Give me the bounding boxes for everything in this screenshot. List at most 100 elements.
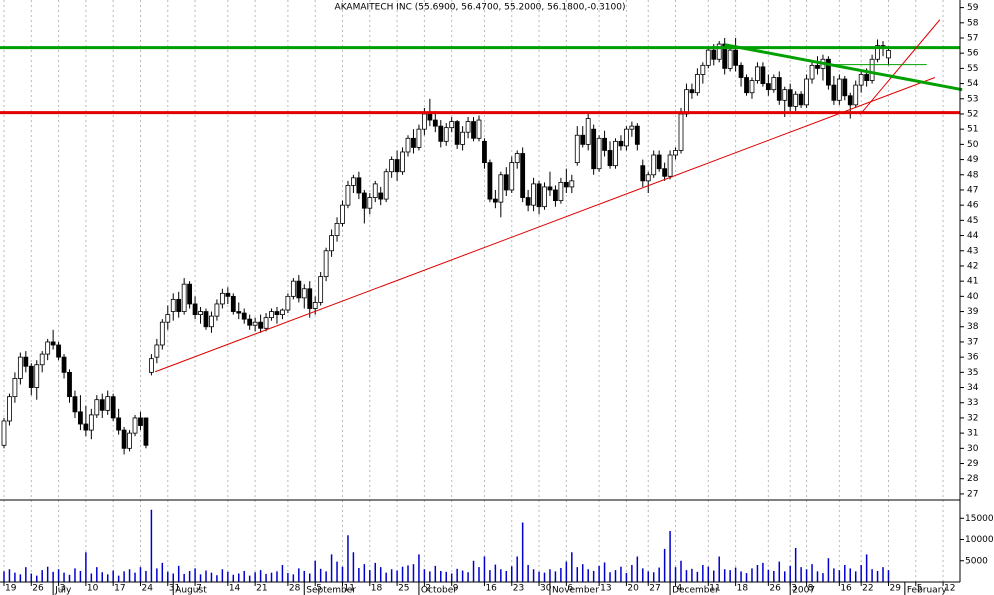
candle-body bbox=[351, 177, 356, 186]
x-tick-label: 29 bbox=[889, 584, 901, 594]
candle-body bbox=[645, 174, 651, 182]
candle-body bbox=[804, 78, 809, 106]
x-tick-label: 10 bbox=[87, 584, 99, 594]
candle-body bbox=[536, 183, 542, 208]
y-tick-label: 56 bbox=[967, 49, 979, 59]
x-tick-label: 6 bbox=[567, 584, 573, 594]
candle-body bbox=[214, 303, 220, 317]
candle-body bbox=[749, 80, 755, 94]
candle-body bbox=[618, 140, 624, 147]
candle-body bbox=[149, 358, 154, 373]
candle-body bbox=[192, 303, 198, 315]
y-tick-label: 33 bbox=[967, 398, 978, 408]
x-tick-label: 30 bbox=[540, 584, 552, 594]
candle-body bbox=[88, 414, 94, 431]
candle-body bbox=[487, 162, 493, 200]
candle-body bbox=[198, 311, 203, 315]
candle-body bbox=[815, 64, 820, 69]
y-tick-label: 27 bbox=[967, 489, 978, 499]
candle-body bbox=[771, 77, 777, 91]
y-tick-label: 48 bbox=[967, 170, 979, 180]
x-tick-label: 21 bbox=[256, 584, 267, 594]
y-tick-label: 51 bbox=[967, 125, 978, 135]
candle-body bbox=[421, 113, 427, 130]
x-tick-label: 14 bbox=[229, 584, 241, 594]
candle-body bbox=[121, 429, 127, 449]
candle-body bbox=[143, 417, 149, 446]
candle-body bbox=[809, 64, 815, 80]
candle-body bbox=[94, 399, 100, 416]
candle-body bbox=[165, 314, 171, 323]
candle-body bbox=[826, 58, 831, 86]
candle-body bbox=[542, 186, 547, 208]
candle-body bbox=[247, 318, 253, 326]
y-tick-label: 47 bbox=[967, 185, 978, 195]
candle-body bbox=[110, 396, 116, 419]
candle-body bbox=[716, 43, 722, 60]
x-tick-label: 22 bbox=[862, 584, 873, 594]
candle-body bbox=[312, 302, 318, 309]
candle-body bbox=[563, 181, 569, 188]
candle-body bbox=[755, 66, 760, 81]
candle-body bbox=[471, 121, 476, 139]
candle-body bbox=[99, 399, 105, 411]
candle-body bbox=[1, 420, 7, 446]
candle-body bbox=[367, 197, 373, 209]
candle-body bbox=[602, 137, 607, 151]
candle-body bbox=[17, 356, 23, 379]
x-tick-label: 4 bbox=[677, 584, 683, 594]
candle-body bbox=[61, 356, 67, 373]
candle-body bbox=[449, 121, 455, 129]
candle-body bbox=[514, 153, 520, 164]
candle-body bbox=[318, 276, 324, 303]
candle-body bbox=[176, 298, 182, 312]
x-tick-label: 16 bbox=[485, 584, 497, 594]
candle-body bbox=[7, 396, 12, 422]
candle-body bbox=[296, 280, 302, 299]
candle-body bbox=[383, 171, 389, 200]
candle-body bbox=[760, 66, 766, 84]
y-tick-label: 57 bbox=[967, 33, 978, 43]
candle-body bbox=[482, 140, 487, 164]
y2-tick-label: 10000 bbox=[965, 535, 994, 545]
candle-body bbox=[689, 89, 695, 94]
candle-body bbox=[116, 417, 122, 431]
candle-body bbox=[694, 74, 700, 94]
candle-body bbox=[836, 78, 842, 101]
candle-body bbox=[476, 119, 482, 139]
candle-body bbox=[624, 128, 629, 147]
candle-body bbox=[23, 356, 29, 367]
candle-body bbox=[591, 128, 597, 170]
candle-body bbox=[269, 311, 274, 319]
y-tick-label: 49 bbox=[967, 155, 979, 165]
candle-body bbox=[427, 113, 433, 121]
y-tick-label: 52 bbox=[967, 109, 978, 119]
candle-body bbox=[340, 204, 345, 224]
month-label: 2007 bbox=[792, 586, 815, 595]
x-tick-label: 19 bbox=[5, 584, 17, 594]
candle-body bbox=[787, 89, 793, 107]
candle-body bbox=[274, 311, 280, 315]
month-label: August bbox=[175, 586, 207, 595]
candle-body bbox=[864, 74, 870, 81]
candle-body bbox=[307, 288, 313, 309]
x-tick-label: 2 bbox=[425, 584, 431, 594]
y-tick-label: 41 bbox=[967, 277, 978, 287]
candle-body bbox=[711, 49, 717, 60]
candle-body bbox=[460, 131, 466, 145]
candle-body bbox=[203, 311, 209, 328]
trend-line bbox=[724, 43, 963, 92]
month-label: July bbox=[54, 586, 72, 595]
candle-body bbox=[634, 125, 640, 145]
candle-body bbox=[580, 134, 586, 145]
candle-body bbox=[705, 49, 711, 66]
y-tick-label: 50 bbox=[967, 140, 979, 150]
candle-body bbox=[285, 295, 291, 311]
x-tick-label: 11 bbox=[709, 584, 720, 594]
y-tick-label: 54 bbox=[967, 79, 979, 89]
candle-body bbox=[684, 89, 689, 115]
candle-body bbox=[378, 192, 384, 200]
candle-body bbox=[400, 151, 405, 173]
candle-body bbox=[847, 95, 853, 106]
y-tick-label: 31 bbox=[967, 429, 978, 439]
